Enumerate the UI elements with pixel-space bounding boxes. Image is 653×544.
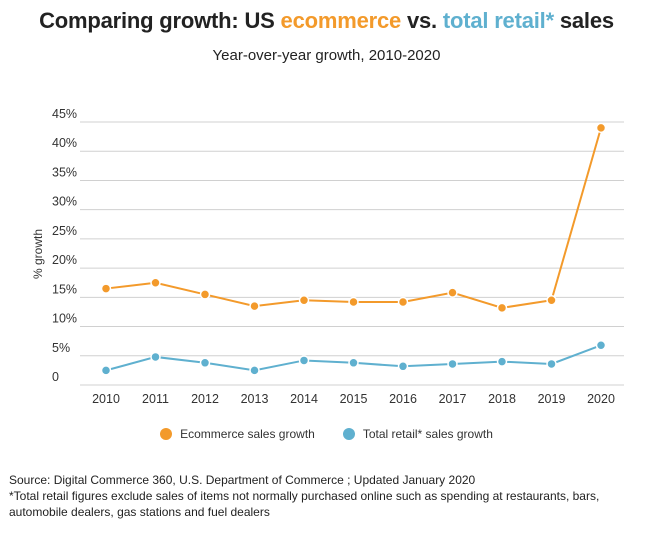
legend: Ecommerce sales growth Total retail* sal…	[0, 427, 653, 441]
data-point-ecommerce	[397, 296, 409, 308]
legend-item-ecommerce[interactable]: Ecommerce sales growth	[160, 427, 315, 441]
line-chart: 0 5% 10% 15% 20% 25% 30% 35% 40% 45% 2010 2011 2012…	[31, 107, 624, 406]
data-point-ecommerce	[447, 287, 458, 298]
y-tick-label: 5%	[52, 341, 70, 355]
x-tick-label: 2016	[389, 392, 417, 406]
y-tick-label: 35%	[52, 165, 77, 179]
x-tick-label: 2017	[439, 392, 467, 406]
data-point-retail	[298, 355, 310, 366]
data-point-retail	[496, 356, 508, 367]
data-point-ecommerce	[249, 300, 260, 312]
y-tick-label: 25%	[52, 224, 77, 238]
data-point-ecommerce	[298, 295, 310, 306]
footnote: *Total retail figures exclude sales of i…	[9, 489, 600, 519]
data-point-retail	[150, 351, 161, 363]
x-axis-ticks: 2010 2011 2012 2013 2014 2015 2016 2017 2018 2019…	[92, 392, 615, 406]
chart-subtitle: Year-over-year growth, 2010-2020	[212, 47, 441, 64]
title-suffix: sales	[553, 8, 614, 33]
y-tick-label: 45%	[52, 107, 77, 121]
data-point-retail	[595, 340, 607, 351]
title-prefix: Comparing growth: US	[39, 8, 281, 33]
y-tick-label: 40%	[52, 136, 77, 150]
y-tick-label: 10%	[52, 312, 77, 326]
data-point-retail	[447, 358, 458, 370]
data-point-ecommerce	[546, 295, 557, 306]
series-line-ecommerce	[105, 127, 602, 309]
data-point-ecommerce	[595, 122, 607, 134]
data-point-retail	[546, 358, 557, 370]
data-point-retail	[199, 357, 211, 369]
y-axis-ticks: 0 5% 10% 15% 20% 25% 30% 35% 40% 45%	[52, 107, 77, 384]
source-note: Source: Digital Commerce 360, U.S. Depar…	[9, 473, 476, 487]
x-tick-label: 2013	[241, 392, 269, 406]
data-point-ecommerce	[150, 277, 161, 288]
chart-title: Comparing growth: US ecommerce vs. total…	[0, 8, 653, 34]
legend-dot-ecommerce-icon	[160, 428, 173, 440]
title-mid: vs.	[401, 8, 443, 33]
legend-dot-retail-icon	[342, 428, 355, 440]
data-point-ecommerce	[199, 289, 211, 300]
x-tick-label: 2015	[340, 392, 368, 406]
footer: Source: Digital Commerce 360, U.S. Depar…	[9, 472, 649, 520]
x-tick-label: 2011	[142, 392, 169, 406]
series-group	[100, 122, 607, 376]
data-point-ecommerce	[348, 296, 359, 308]
data-point-retail	[249, 365, 260, 376]
y-tick-label: 20%	[52, 253, 77, 267]
data-point-ecommerce	[496, 302, 508, 314]
y-tick-label: 15%	[52, 282, 77, 296]
data-point-retail	[397, 361, 409, 372]
title-ecommerce: ecommerce	[280, 8, 402, 33]
data-point-ecommerce	[100, 283, 112, 294]
x-tick-label: 2014	[290, 392, 318, 406]
data-point-retail	[348, 357, 359, 369]
x-tick-label: 2020	[587, 392, 615, 406]
gridlines	[80, 121, 624, 386]
y-tick-label: 30%	[52, 195, 77, 209]
x-tick-label: 2018	[488, 392, 516, 406]
x-tick-label: 2010	[92, 392, 120, 406]
legend-label-ecommerce: Ecommerce sales growth	[180, 427, 315, 441]
x-tick-label: 2012	[191, 392, 219, 406]
title-retail: total retail*	[442, 8, 554, 33]
data-point-retail	[100, 365, 112, 376]
y-tick-label: 0	[52, 370, 59, 384]
legend-label-retail: Total retail* sales growth	[362, 427, 493, 441]
x-tick-label: 2019	[538, 392, 566, 406]
y-axis-label: % growth	[31, 229, 45, 279]
legend-item-retail[interactable]: Total retail* sales growth	[342, 427, 493, 441]
